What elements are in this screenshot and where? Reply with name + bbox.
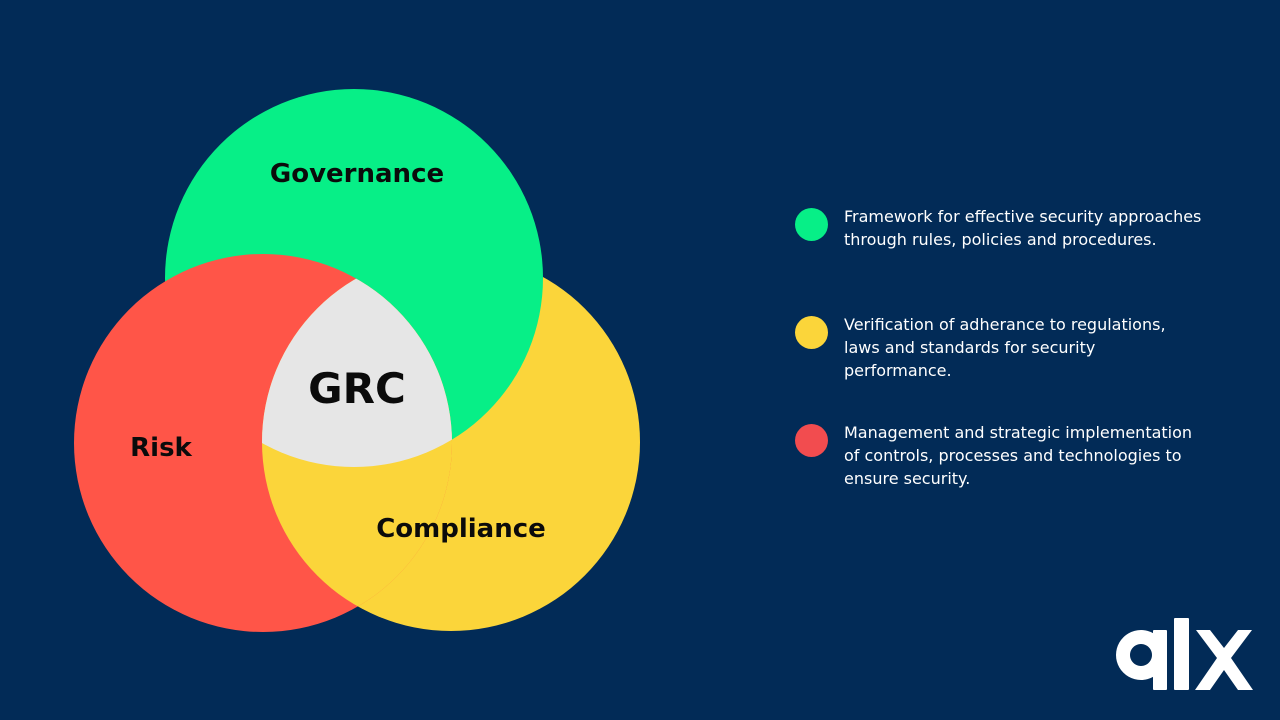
alx-logo: alx xyxy=(1116,618,1253,690)
legend-item-governance: Framework for effective security approac… xyxy=(795,205,1201,313)
legend-text: Verification of adherance to regulations… xyxy=(844,315,1166,380)
legend-item-compliance: Verification of adherance to regulations… xyxy=(795,313,1195,421)
green-dot-icon xyxy=(795,208,828,241)
legend: Framework for effective security approac… xyxy=(795,205,1201,529)
governance-label: Governance xyxy=(270,159,444,189)
legend-text: Management and strategic implementation … xyxy=(844,423,1193,488)
red-dot-icon xyxy=(795,424,828,457)
yellow-dot-icon xyxy=(795,316,828,349)
risk-label: Risk xyxy=(130,433,192,463)
grc-center-label: GRC xyxy=(308,364,406,413)
grc-venn-diagram: Governance Risk Compliance GRC xyxy=(74,89,640,632)
legend-text: Framework for effective security approac… xyxy=(844,207,1202,249)
legend-item-risk: Management and strategic implementation … xyxy=(795,421,1195,529)
compliance-label: Compliance xyxy=(376,514,546,544)
